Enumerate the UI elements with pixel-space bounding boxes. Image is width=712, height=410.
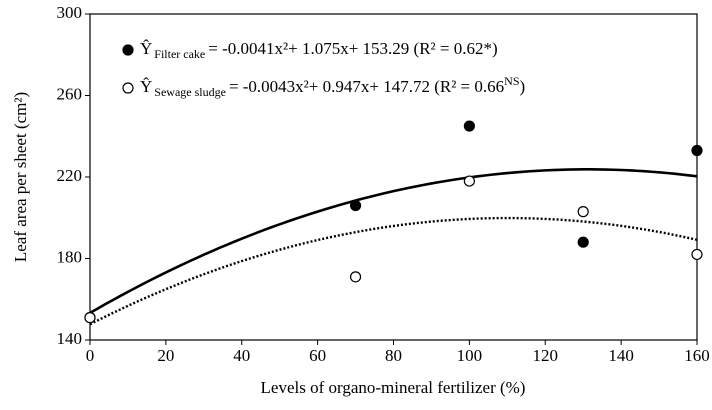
y-tick-label: 180 [57, 247, 83, 266]
x-tick-label: 120 [533, 346, 559, 365]
y-tick-label: 300 [57, 3, 83, 22]
data-point [84, 311, 96, 324]
legend-label: Ŷ Sewage sludge = -0.0043x²+ 0.947x+ 147.7… [140, 74, 525, 99]
legend-text-part: Sewage sludge [154, 85, 226, 99]
legend-marker [122, 44, 134, 56]
y-tick-label: 220 [57, 166, 83, 185]
x-tick-label: 140 [608, 346, 634, 365]
legend-text-part: ) [520, 77, 526, 96]
x-tick-label: 40 [233, 346, 250, 365]
y-axis-label: Leaf area per sheet (cm²) [11, 92, 30, 262]
fit-curve [89, 216, 698, 326]
legend-text-part: = -0.0041x²+ 1.075x+ 153.29 (R² = 0.62*) [208, 39, 497, 58]
legend-marker [122, 82, 134, 94]
plot-frame [89, 13, 698, 341]
legend-text-part: Ŷ [140, 77, 152, 96]
y-tick-label: 260 [57, 84, 83, 103]
data-point [577, 206, 589, 218]
data-point [349, 199, 362, 212]
data-point [349, 271, 362, 283]
legend-label: Ŷ Filter cake = -0.0041x²+ 1.075x+ 153.29 … [140, 39, 498, 61]
data-point [691, 248, 703, 261]
legend-text-part: = -0.0043x²+ 0.947x+ 147.72 (R² = 0.66 [229, 77, 504, 96]
data-point [577, 236, 589, 248]
fit-curve [89, 168, 698, 315]
legend-text-part: Ŷ [140, 39, 152, 58]
x-tick-label: 0 [86, 346, 95, 365]
data-point [691, 144, 703, 157]
x-tick-label: 160 [684, 346, 710, 365]
data-point [463, 120, 475, 132]
legend-text-part: NS [504, 74, 519, 88]
x-axis-label: Levels of organo-mineral fertilizer (%) [261, 378, 526, 397]
x-tick-label: 80 [385, 346, 402, 365]
data-point [463, 175, 475, 187]
legend-text-part: Filter cake [154, 47, 205, 61]
x-tick-label: 60 [309, 346, 326, 365]
x-tick-label: 100 [457, 346, 483, 365]
y-tick-label: 140 [57, 329, 83, 348]
x-tick-label: 20 [157, 346, 174, 365]
